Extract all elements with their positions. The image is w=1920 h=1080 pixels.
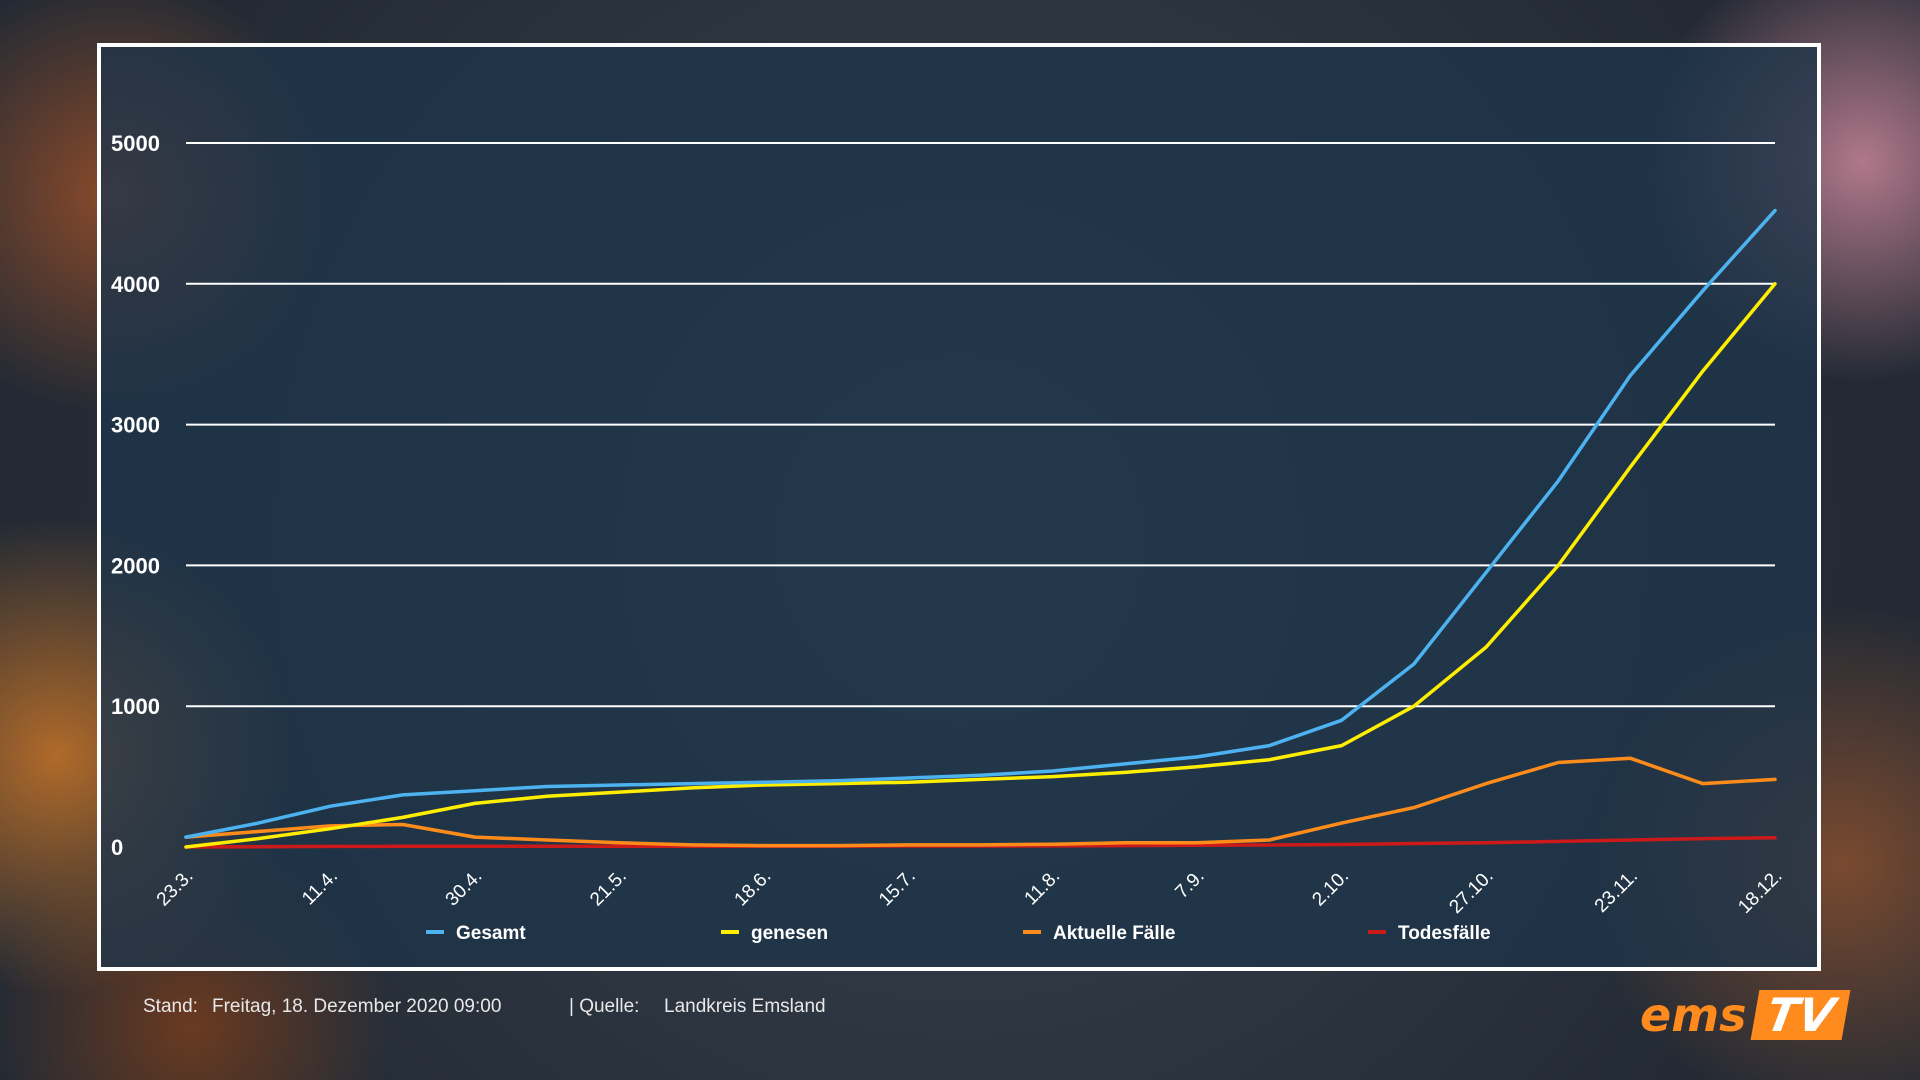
- legend-label: genesen: [751, 923, 828, 944]
- y-tick-label: 0: [111, 835, 123, 860]
- logo-ems-text: ems: [1640, 988, 1747, 1042]
- x-tick-label: 7.9.: [1171, 866, 1208, 903]
- series-line-1: [184, 282, 1777, 849]
- ems-tv-logo: ems TV: [1640, 988, 1865, 1042]
- quelle-label: | Quelle:: [569, 996, 640, 1017]
- x-tick-label: 2.10.: [1308, 866, 1353, 911]
- series-line-2: [184, 756, 1777, 848]
- x-tick-label: 23.11.: [1591, 866, 1642, 917]
- x-tick-label: 11.8.: [1021, 866, 1065, 910]
- quelle-value: Landkreis Emsland: [664, 996, 826, 1017]
- x-tick-label: 18.6.: [731, 866, 776, 911]
- series-line-0: [184, 208, 1777, 839]
- y-tick-label: 3000: [111, 413, 160, 438]
- y-tick-label: 2000: [111, 553, 160, 578]
- x-tick-label: 18.12.: [1734, 866, 1786, 918]
- logo-tv-text: TV: [1750, 988, 1850, 1042]
- stand-label: Stand:: [143, 996, 198, 1017]
- x-tick-label: 21.5.: [586, 866, 631, 911]
- x-tick-label: 27.10.: [1445, 866, 1497, 918]
- chart-panel: 0 1000 2000 3000 4000 5000 23.3. 11.4. 30.4. 21.5…: [97, 43, 1821, 971]
- x-tick-label: 11.4.: [298, 866, 342, 910]
- x-tick-label: 15.7.: [875, 866, 920, 911]
- x-tick-label: 23.3.: [153, 866, 198, 911]
- line-chart: 0 1000 2000 3000 4000 5000 23.3. 11.4. 30.4. 21.5…: [111, 131, 1787, 944]
- y-tick-label: 1000: [111, 694, 160, 719]
- stand-value: Freitag, 18. Dezember 2020 09:00: [212, 996, 502, 1017]
- legend-label: Todesfälle: [1398, 923, 1491, 944]
- legend-label: Aktuelle Fälle: [1053, 923, 1176, 944]
- y-tick-label: 5000: [111, 131, 160, 156]
- y-tick-label: 4000: [111, 272, 160, 297]
- x-tick-label: 30.4.: [442, 866, 487, 911]
- legend-label: Gesamt: [456, 923, 526, 944]
